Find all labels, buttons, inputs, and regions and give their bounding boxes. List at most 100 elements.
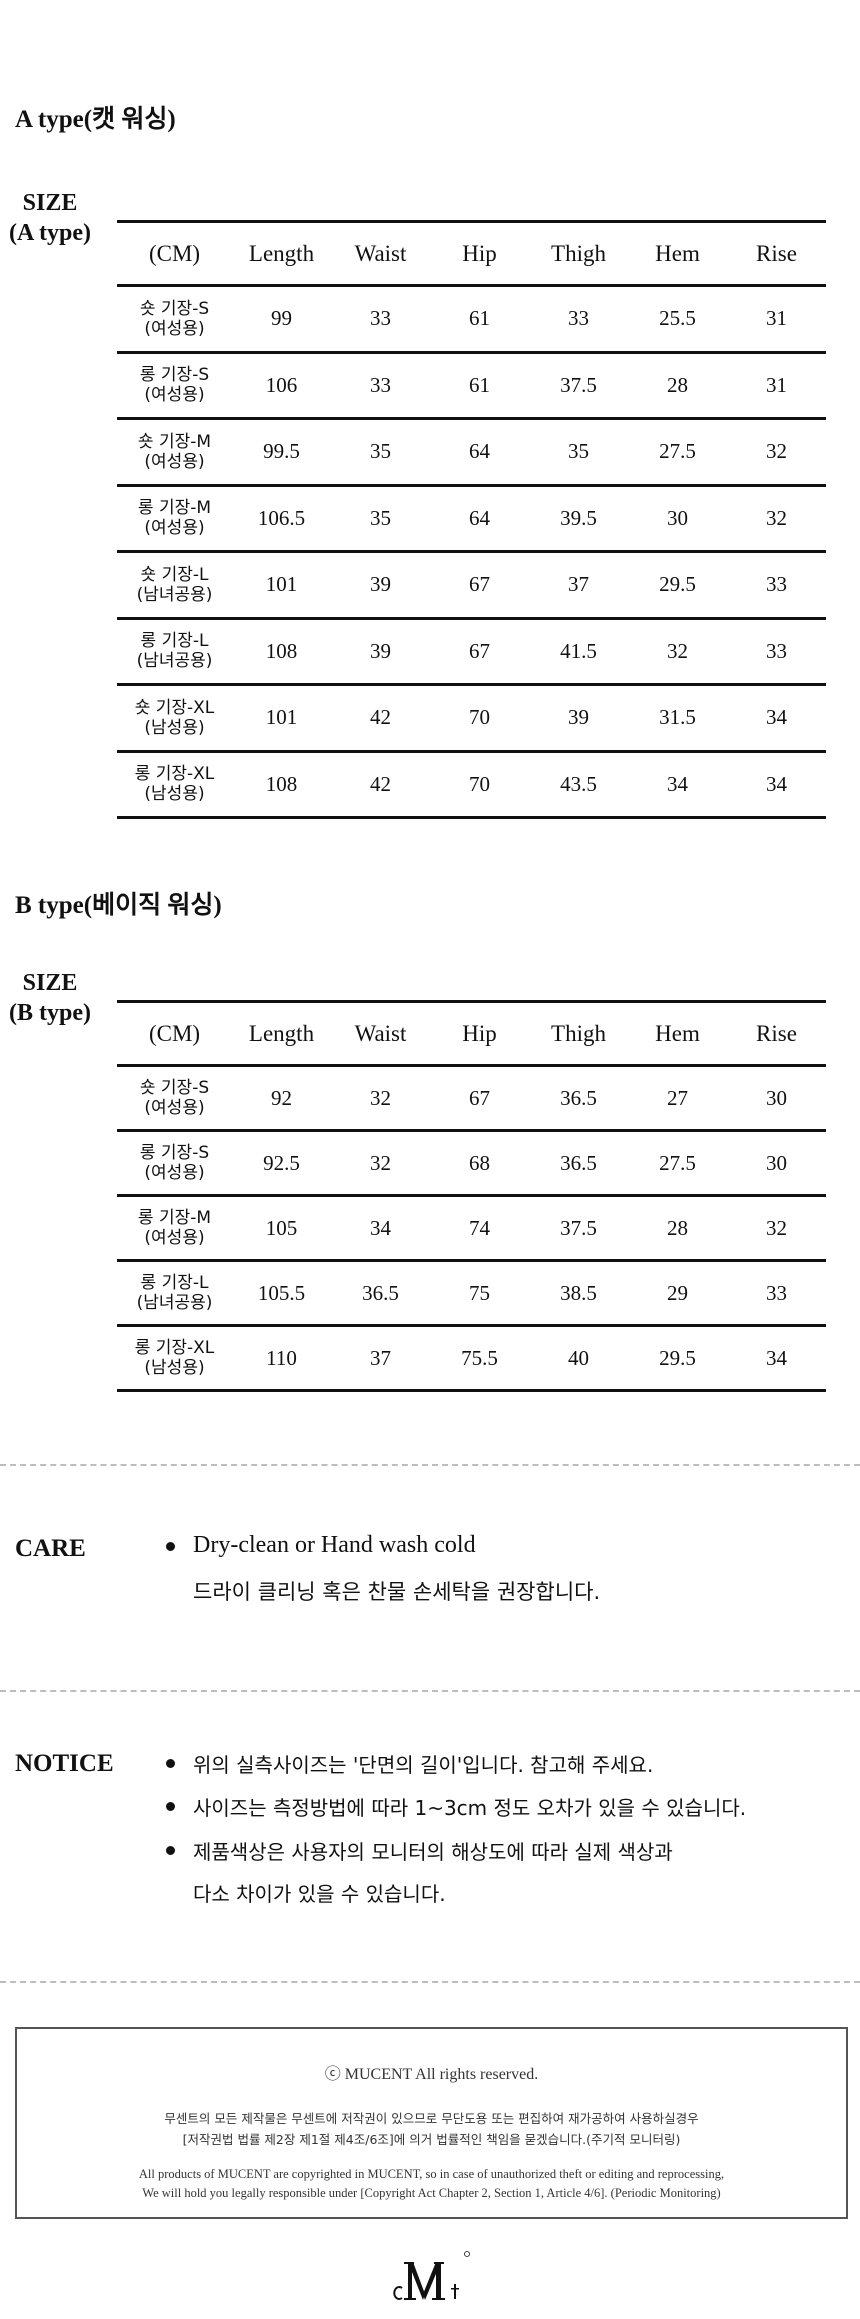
table-cell: 32 — [727, 418, 826, 487]
row-label-label1: 숏 기장-S — [139, 298, 210, 319]
table-cell: 34 — [727, 684, 826, 753]
table-cell: 92.5 — [232, 1130, 331, 1197]
row-label-label1: 롱 기장-XL — [134, 764, 215, 785]
row-label-label1: 롱 기장-M — [137, 498, 212, 519]
row-label-label1: 숏 기장-S — [139, 1078, 210, 1098]
column-header: Hem — [628, 220, 727, 287]
table-cell: 68 — [430, 1130, 529, 1197]
table-cell: 75 — [430, 1260, 529, 1327]
table-cell: 37.5 — [529, 352, 628, 420]
row-label: 숏 기장-M (여성용) — [117, 418, 232, 487]
notice-item: 사이즈는 측정방법에 따라 1~3cm 정도 오차가 있을 수 있습니다. — [193, 1796, 747, 1820]
column-header: Length — [232, 1000, 331, 1067]
row-label-label2: (여성용) — [144, 1228, 205, 1248]
bullet-icon — [166, 1542, 175, 1551]
table-cell: 105.5 — [232, 1260, 331, 1327]
row-label-label1: 롱 기장-L — [140, 1273, 209, 1293]
column-header: (CM) — [117, 1000, 232, 1067]
row-label-label1: 롱 기장-S — [139, 1143, 210, 1163]
copyright-en-line1: All products of MUCENT are copyrighted i… — [138, 2167, 725, 2181]
table-cell: 36.5 — [529, 1130, 628, 1197]
table-cell: 110 — [232, 1325, 331, 1392]
table-cell: 29.5 — [628, 1325, 727, 1392]
row-label-label2: (남녀공용) — [136, 584, 213, 605]
table-cell: 34 — [727, 751, 826, 819]
table-cell: 39.5 — [529, 485, 628, 553]
table-cell: 108 — [232, 751, 331, 819]
table-cell: 33 — [331, 352, 430, 420]
table-cell: 34 — [331, 1195, 430, 1262]
table-cell: 101 — [232, 684, 331, 753]
table-cell: 61 — [430, 352, 529, 420]
column-header: Rise — [727, 220, 826, 287]
table-header-row: (CM) Length Waist Hip Thigh Hem Rise — [117, 1000, 826, 1067]
row-label-label2: (여성용) — [144, 318, 205, 339]
table-cell: 105 — [232, 1195, 331, 1262]
care-line-2: 드라이 클리닝 혹은 찬물 손세탁을 권장합니다. — [193, 1580, 601, 1604]
table-cell: 33 — [727, 1260, 826, 1327]
table-row: 롱 기장-XL (남성용) 110 37 75.5 40 29.5 34 — [117, 1325, 826, 1392]
table-cell: 28 — [628, 1195, 727, 1262]
mucent-logo — [392, 2248, 474, 2304]
row-label-label1: 숏 기장-L — [140, 564, 209, 585]
column-header: Hip — [430, 220, 529, 287]
table-cell: 37.5 — [529, 1195, 628, 1262]
table-header-row: (CM) Length Waist Hip Thigh Hem Rise — [117, 220, 826, 287]
table-cell: 25.5 — [628, 285, 727, 354]
table-cell: 70 — [430, 684, 529, 753]
table-cell: 74 — [430, 1195, 529, 1262]
table-row: 롱 기장-M (여성용) 106.5 35 64 39.5 30 32 — [117, 485, 826, 553]
table-cell: 106.5 — [232, 485, 331, 553]
table-cell: 28 — [628, 352, 727, 420]
bullet-icon — [166, 1759, 175, 1768]
table-cell: 92 — [232, 1065, 331, 1132]
table-cell: 41.5 — [529, 618, 628, 686]
table-cell: 29.5 — [628, 551, 727, 620]
table-cell: 33 — [529, 285, 628, 354]
column-header: Thigh — [529, 220, 628, 287]
column-header: Waist — [331, 1000, 430, 1067]
bullet-icon — [166, 1846, 175, 1855]
table-cell: 30 — [727, 1065, 826, 1132]
table-cell: 67 — [430, 551, 529, 620]
table-cell: 32 — [727, 485, 826, 553]
size-label-line1: SIZE — [22, 970, 78, 996]
care-label: CARE — [15, 1535, 86, 1562]
table-cell: 37 — [529, 551, 628, 620]
column-header: Rise — [727, 1000, 826, 1067]
table-cell: 99.5 — [232, 418, 331, 487]
table-cell: 27.5 — [628, 1130, 727, 1197]
table-cell: 42 — [331, 751, 430, 819]
row-label: 롱 기장-L (남녀공용) — [117, 1260, 232, 1327]
bullet-icon — [166, 1802, 175, 1811]
row-label: 롱 기장-M (여성용) — [117, 1195, 232, 1262]
row-label: 롱 기장-S (여성용) — [117, 352, 232, 420]
table-cell: 35 — [331, 485, 430, 553]
copyright-ko-line1: 무센트의 모든 제작물은 무센트에 저작권이 있으므로 무단도용 또는 편집하여… — [164, 2111, 699, 2126]
table-cell: 64 — [430, 485, 529, 553]
table-cell: 38.5 — [529, 1260, 628, 1327]
table-cell: 70 — [430, 751, 529, 819]
table-row: 롱 기장-L (남녀공용) 105.5 36.5 75 38.5 29 33 — [117, 1260, 826, 1327]
row-label: 롱 기장-S (여성용) — [117, 1130, 232, 1197]
notice-item: 위의 실측사이즈는 '단면의 길이'입니다. 참고해 주세요. — [193, 1753, 654, 1777]
table-cell: 32 — [628, 618, 727, 686]
size-label-line2: (B type) — [9, 1000, 91, 1026]
table-cell: 32 — [331, 1065, 430, 1132]
copyright-text: ⓒ MUCENT All rights reserved. — [324, 2066, 539, 2083]
table-row: 숏 기장-L (남녀공용) 101 39 67 37 29.5 33 — [117, 551, 826, 620]
column-header: Waist — [331, 220, 430, 287]
row-label-label2: (여성용) — [144, 518, 205, 539]
table-cell: 42 — [331, 684, 430, 753]
table-cell: 106 — [232, 352, 331, 420]
table-cell: 101 — [232, 551, 331, 620]
size-b-label: SIZE (B type) — [0, 968, 100, 1028]
notice-continuation: 다소 차이가 있을 수 있습니다. — [193, 1882, 446, 1906]
row-label-label2: (남성용) — [144, 1358, 205, 1378]
table-cell: 30 — [727, 1130, 826, 1197]
table-cell: 36.5 — [529, 1065, 628, 1132]
table-cell: 35 — [331, 418, 430, 487]
table-row: 숏 기장-S (여성용) 99 33 61 33 25.5 31 — [117, 285, 826, 354]
row-label-label1: 롱 기장-S — [139, 365, 210, 386]
table-cell: 32 — [727, 1195, 826, 1262]
